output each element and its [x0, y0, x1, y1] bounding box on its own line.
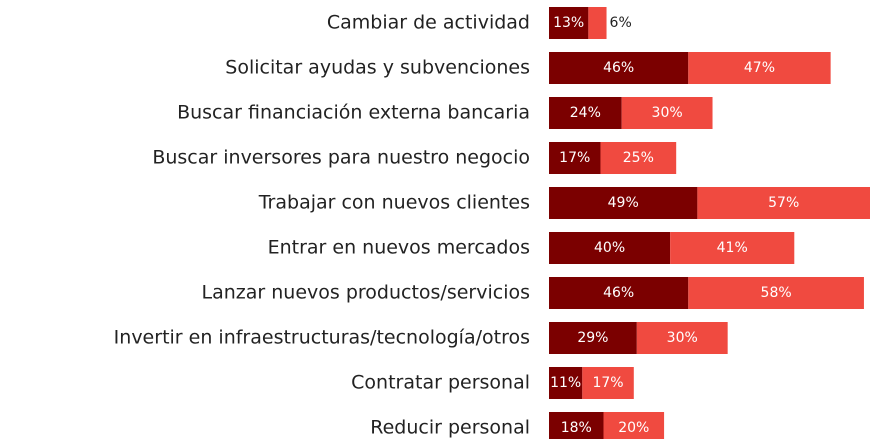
bar-segment [688, 277, 864, 309]
bar-segment [549, 142, 601, 174]
value-label: 46% [603, 285, 634, 301]
value-label: 13% [553, 15, 584, 31]
bar-segment [603, 412, 665, 439]
value-label: 49% [608, 195, 639, 211]
value-label: 17% [592, 375, 623, 391]
category-label: Contratar personal [351, 372, 530, 394]
bar-segment [588, 7, 607, 39]
bar-segment [549, 97, 622, 129]
value-label: 57% [768, 195, 799, 211]
bar-segment [600, 142, 677, 174]
value-label: 47% [744, 60, 775, 76]
value-label: 11% [550, 375, 581, 391]
category-label: Buscar financiación externa bancaria [177, 102, 530, 124]
bar-segment [670, 232, 795, 264]
bar-segment [549, 367, 583, 399]
category-label: Solicitar ayudas y subvenciones [225, 57, 530, 79]
value-label: 20% [618, 420, 649, 436]
category-label: Reducir personal [370, 417, 530, 439]
value-label: 30% [667, 330, 698, 346]
category-label: Trabajar con nuevos clientes [258, 192, 530, 214]
bar-segment [582, 367, 634, 399]
bar-segment [549, 232, 671, 264]
value-label: 30% [652, 105, 683, 121]
value-label: 40% [594, 240, 625, 256]
category-label: Invertir en infraestructuras/tecnología/… [114, 327, 530, 349]
bar-segment [549, 52, 689, 84]
value-label: 25% [623, 150, 654, 166]
bar-segment [621, 97, 713, 129]
category-label: Buscar inversores para nuestro negocio [152, 147, 530, 169]
bar-segment [549, 187, 698, 219]
value-label: 29% [577, 330, 608, 346]
value-label: 17% [559, 150, 590, 166]
bar-segment [697, 187, 870, 219]
category-label: Entrar en nuevos mercados [268, 237, 530, 259]
value-label: 18% [561, 420, 592, 436]
bar-segment [636, 322, 728, 354]
value-label: 58% [761, 285, 792, 301]
bar-segment [549, 277, 689, 309]
value-label: 6% [610, 15, 632, 31]
category-label: Lanzar nuevos productos/servicios [202, 282, 531, 304]
bar-segment [549, 412, 604, 439]
value-label: 41% [717, 240, 748, 256]
value-label: 46% [603, 60, 634, 76]
category-label: Cambiar de actividad [327, 12, 530, 34]
bar-segment [549, 322, 637, 354]
value-label: 24% [570, 105, 601, 121]
bar-segment [549, 7, 589, 39]
bar-segment [688, 52, 831, 84]
